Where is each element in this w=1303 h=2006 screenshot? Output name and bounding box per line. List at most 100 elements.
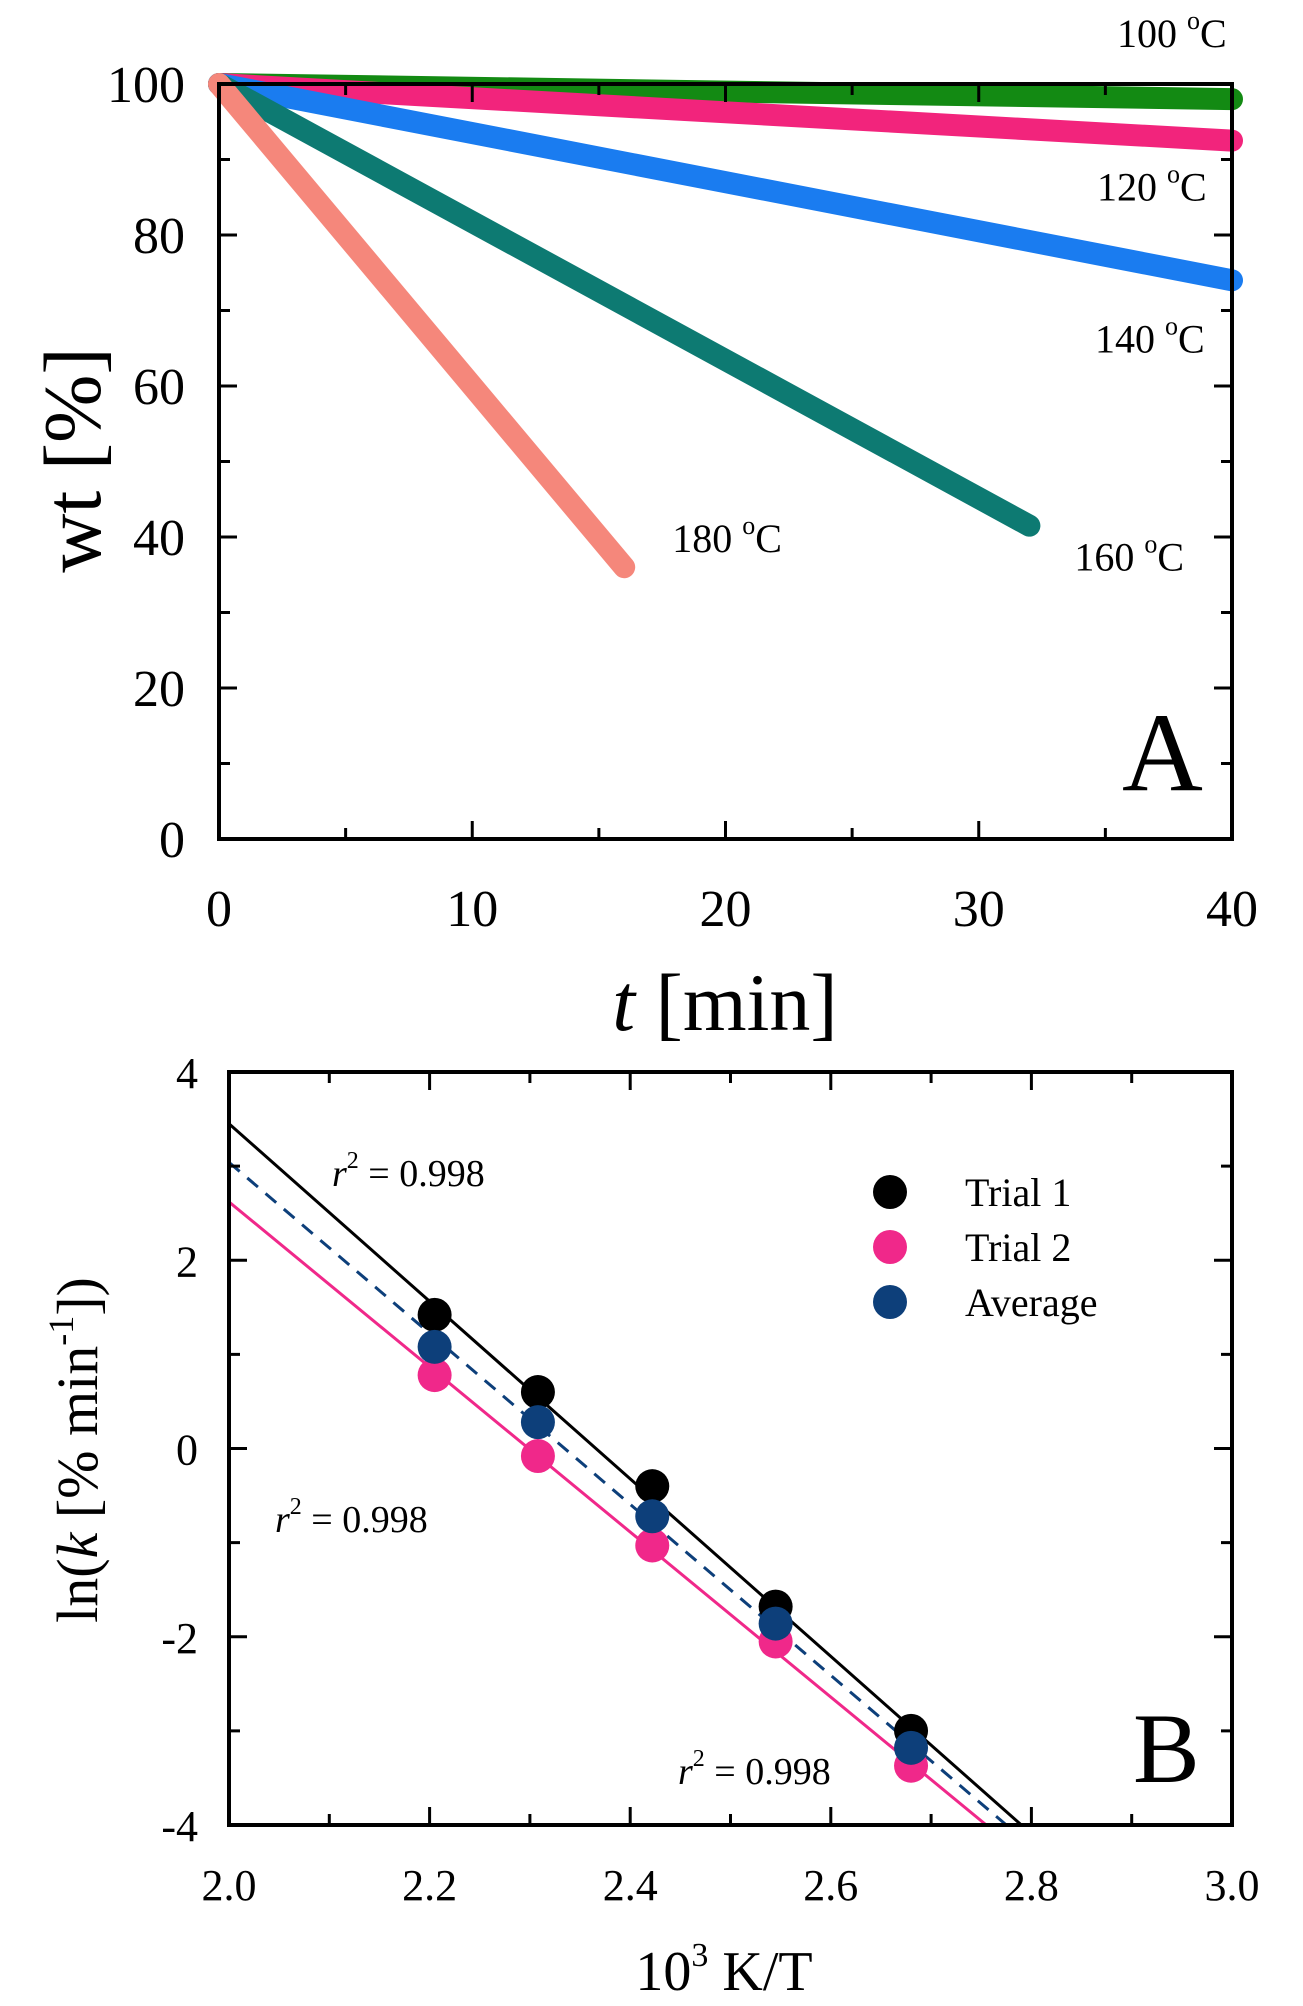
panel-b-r2-annotation: r2 = 0.998 — [275, 1494, 428, 1541]
panel-b-data-point — [635, 1469, 670, 1504]
panel-a-series-line — [208, 73, 1243, 292]
panel-a-series-label-part: 140 — [1095, 316, 1165, 361]
panel-b-data-point — [417, 1329, 452, 1364]
panel-a-x-tick-label: 20 — [700, 881, 752, 938]
panel-b-data-point — [520, 1439, 555, 1474]
panel-b-legend-marker — [873, 1285, 907, 1319]
panel-b-y-tick-label: -4 — [161, 1802, 198, 1851]
panel-a-x-tick-labels: 0 10 20 30 40 — [206, 881, 1258, 938]
panel-b-y-tick-label: 4 — [176, 1049, 198, 1098]
panel-b-r2-annotation-part: = 0.998 — [705, 1751, 831, 1793]
panel-b-r2-annotation-part: = 0.998 — [302, 1499, 428, 1541]
panel-a-series-label: 120 oC — [1097, 160, 1207, 210]
panel-b-x-tick-label: 2.2 — [402, 1861, 457, 1910]
panel-b-r2-annotation-part: 2 — [290, 1494, 302, 1520]
panel-a-y-axis-label: wt [%] — [27, 347, 118, 572]
panel-b-y-tick-label: 0 — [176, 1426, 198, 1475]
panel-a-series-line — [208, 73, 636, 579]
panel-a-series-label: 140 oC — [1095, 311, 1205, 361]
panel-a-x-tick-label: 10 — [446, 881, 498, 938]
panel-b-y-tick-label: 2 — [176, 1237, 198, 1286]
panel-a-series-label-part: C — [755, 516, 782, 561]
panel-a-series-label-part: o — [1165, 311, 1178, 340]
panel-b-fit-line — [229, 1200, 988, 1825]
panel-b-x-tick-label: 2.6 — [803, 1861, 858, 1910]
panel-b-points — [417, 1297, 929, 1783]
panel-b-label: B — [1133, 1693, 1200, 1804]
panel-b-data-point — [758, 1606, 793, 1641]
panel-b-data-point — [520, 1405, 555, 1440]
panel-b-data-point — [417, 1358, 452, 1393]
panel-a-series-label-part: 100 — [1117, 11, 1187, 56]
panel-b-fit-lines — [229, 1122, 1023, 1825]
panel-b-legend-label: Trial 2 — [965, 1225, 1071, 1270]
panel-b-r2-annotation-part: r — [275, 1499, 290, 1541]
panel-a-series-label-part: o — [1167, 160, 1180, 189]
panel-b-legend-marker — [873, 1230, 907, 1264]
panel-a-ticks — [217, 82, 1234, 841]
panel-a-series-label: 160 oC — [1074, 530, 1184, 580]
panel-a-y-tick-labels: 0 20 40 60 80 100 — [107, 57, 185, 869]
panel-b-r2-annotation: r2 = 0.998 — [332, 1148, 485, 1195]
panel-b-r2-annotation-part: = 0.998 — [359, 1153, 485, 1195]
panel-b-legend: Trial 1 Trial 2 Average — [873, 1170, 1098, 1325]
panel-a-series-label-part: C — [1200, 11, 1227, 56]
panel-a-series-label: 180 oC — [672, 511, 782, 561]
panel-b-data-point — [635, 1528, 670, 1563]
panel-b-y-axis-label: ln(k [% min-1]) — [41, 1277, 110, 1623]
panel-a-series-label-part: 180 — [672, 516, 742, 561]
panel-a-series-label-part: o — [1187, 6, 1200, 35]
panel-a-series-line — [208, 73, 1041, 537]
panel-a-series-label-part: C — [1157, 535, 1184, 580]
panel-a-label: A — [1122, 691, 1203, 815]
panel-a-series-label-part: 120 — [1097, 165, 1167, 210]
panel-b-r2-annotation-part: r — [678, 1751, 693, 1793]
panel-b-data-point — [520, 1375, 555, 1410]
panel-a-y-tick-label: 80 — [133, 208, 185, 265]
panel-b-fit-line — [229, 1161, 1008, 1825]
panel-b-fit-line — [229, 1122, 1023, 1825]
panel-a-series-label-part: 160 — [1074, 535, 1144, 580]
panel-b-x-tick-label: 3.0 — [1205, 1861, 1260, 1910]
panel-a-y-tick-label: 20 — [133, 661, 185, 718]
panel-b-ticks — [227, 1070, 1234, 1827]
panel-a-series-label-part: C — [1180, 165, 1207, 210]
panel-a-x-axis-label: t [min] — [612, 957, 837, 1048]
panel-b-r2-annotation: r2 = 0.998 — [678, 1746, 831, 1793]
panel-a-series-label: 100 oC — [1117, 6, 1227, 56]
panel-a-y-tick-label: 60 — [133, 359, 185, 416]
panel-b-r2-annotation-part: 2 — [347, 1148, 359, 1174]
panel-b-data-point — [417, 1297, 452, 1332]
panel-b-y-tick-labels: -4 -2 0 2 4 — [161, 1049, 198, 1851]
panel-b-data-point — [635, 1499, 670, 1534]
panel-b-x-tick-label: 2.0 — [202, 1861, 257, 1910]
panel-b-y-tick-label: -2 — [161, 1614, 198, 1663]
panel-a-series-group — [208, 73, 1243, 579]
panel-a-y-tick-label: 0 — [159, 812, 185, 869]
panel-b-x-tick-labels: 2.0 2.2 2.4 2.6 2.8 3.0 — [202, 1861, 1260, 1910]
panel-a-x-tick-label: 30 — [953, 881, 1005, 938]
panel-b-data-point — [894, 1730, 929, 1765]
panel-a-frame — [217, 82, 1234, 841]
panel-b-legend-label: Average — [965, 1280, 1098, 1325]
panel-a-series-line — [208, 73, 1243, 152]
panel-a-y-tick-label: 40 — [133, 510, 185, 567]
panel-b-legend-marker — [873, 1175, 907, 1209]
panel-b-x-tick-label: 2.8 — [1004, 1861, 1059, 1910]
panel-a-series-label-part: o — [742, 511, 755, 540]
panel-b-r2-annotation-part: r — [332, 1153, 347, 1195]
panel-a-series-label-part: o — [1144, 530, 1157, 559]
panel-a-x-tick-label: 0 — [206, 881, 232, 938]
panel-b-x-tick-label: 2.4 — [603, 1861, 658, 1910]
panel-b-x-axis-label: 103 K/T — [635, 1937, 812, 2003]
panel-a-x-tick-label: 40 — [1206, 881, 1258, 938]
panel-b-r2-annotation-part: 2 — [693, 1746, 705, 1772]
panel-a-series-label-part: C — [1178, 316, 1205, 361]
panel-a-y-tick-label: 100 — [107, 57, 185, 114]
panel-b-legend-label: Trial 1 — [965, 1170, 1071, 1215]
